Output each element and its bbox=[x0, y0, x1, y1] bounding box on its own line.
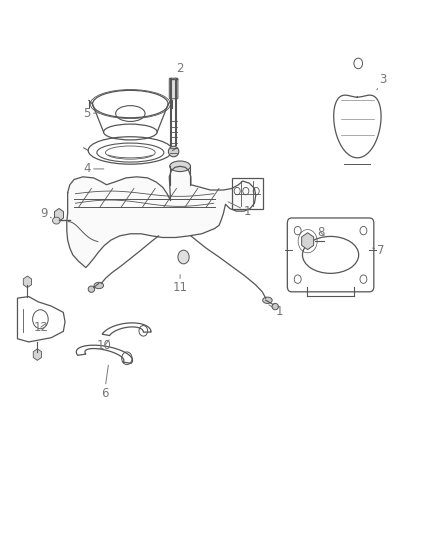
Text: 1: 1 bbox=[269, 305, 283, 318]
Ellipse shape bbox=[168, 146, 179, 157]
Text: 8: 8 bbox=[317, 225, 324, 239]
Text: 1: 1 bbox=[228, 202, 251, 217]
Ellipse shape bbox=[170, 161, 191, 172]
Ellipse shape bbox=[94, 282, 103, 289]
FancyBboxPatch shape bbox=[169, 78, 178, 99]
Text: 12: 12 bbox=[33, 321, 48, 334]
Text: 4: 4 bbox=[83, 163, 104, 175]
Ellipse shape bbox=[263, 297, 272, 303]
Text: 2: 2 bbox=[175, 62, 184, 79]
Ellipse shape bbox=[88, 286, 95, 292]
Text: 3: 3 bbox=[377, 73, 387, 90]
Ellipse shape bbox=[272, 303, 279, 310]
Text: 7: 7 bbox=[372, 244, 385, 257]
Circle shape bbox=[178, 250, 189, 264]
Text: 6: 6 bbox=[101, 365, 108, 400]
Ellipse shape bbox=[53, 217, 60, 224]
Text: 10: 10 bbox=[97, 339, 112, 352]
Polygon shape bbox=[67, 166, 256, 268]
Text: 11: 11 bbox=[173, 274, 187, 294]
Text: 9: 9 bbox=[40, 207, 51, 220]
Text: 5: 5 bbox=[83, 107, 102, 120]
